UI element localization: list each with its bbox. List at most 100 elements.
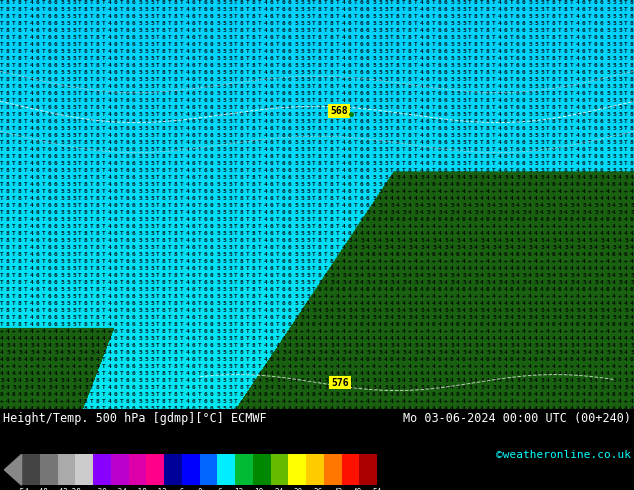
- Text: 5: 5: [348, 378, 352, 383]
- Text: 4: 4: [108, 161, 112, 166]
- Text: +: +: [48, 399, 52, 404]
- Text: 4: 4: [516, 266, 520, 270]
- Text: 4: 4: [588, 294, 592, 298]
- Text: 5: 5: [60, 0, 64, 4]
- Text: +: +: [426, 223, 430, 228]
- Text: 4: 4: [420, 406, 424, 411]
- Text: 4: 4: [576, 104, 580, 110]
- Text: 6: 6: [288, 182, 292, 187]
- Text: 5: 5: [306, 266, 310, 270]
- Text: 5: 5: [462, 34, 466, 40]
- Text: T: T: [156, 133, 160, 138]
- Text: 5: 5: [600, 378, 604, 383]
- Text: T: T: [90, 196, 94, 200]
- Text: 5: 5: [228, 119, 232, 123]
- Text: 6: 6: [360, 202, 364, 208]
- Text: 6: 6: [366, 125, 370, 130]
- Text: 5: 5: [300, 300, 304, 306]
- Text: T: T: [234, 76, 238, 81]
- Text: 4: 4: [516, 406, 520, 411]
- Text: T: T: [390, 55, 394, 61]
- Text: 5: 5: [66, 231, 70, 236]
- Text: 5: 5: [138, 153, 142, 159]
- Text: 6: 6: [486, 287, 490, 292]
- Text: T: T: [276, 210, 280, 215]
- Text: T: T: [102, 189, 106, 194]
- Text: T: T: [120, 49, 124, 53]
- Text: 4: 4: [72, 336, 76, 341]
- Text: 5: 5: [528, 153, 532, 159]
- Text: T: T: [510, 147, 514, 151]
- Text: 6: 6: [132, 49, 136, 53]
- Text: T: T: [276, 315, 280, 319]
- Text: 5: 5: [468, 238, 472, 243]
- Text: T: T: [198, 336, 202, 341]
- Text: 5: 5: [300, 63, 304, 68]
- Text: T: T: [198, 42, 202, 47]
- Text: 4: 4: [414, 329, 418, 334]
- Text: +: +: [312, 329, 316, 334]
- Text: 6: 6: [192, 27, 196, 32]
- Text: 4: 4: [264, 315, 268, 319]
- Text: 4: 4: [450, 245, 454, 249]
- Text: T: T: [0, 133, 4, 138]
- Text: 4: 4: [534, 308, 538, 313]
- Text: 5: 5: [342, 350, 346, 355]
- Text: 8: 8: [96, 49, 100, 53]
- Text: 5: 5: [510, 343, 514, 347]
- Text: 4: 4: [366, 336, 370, 341]
- Text: 5: 5: [528, 63, 532, 68]
- Text: 4: 4: [186, 140, 190, 145]
- Text: T: T: [90, 294, 94, 298]
- Text: 5: 5: [504, 385, 508, 390]
- Text: 8: 8: [474, 70, 478, 74]
- Text: T: T: [546, 147, 550, 151]
- Text: 4: 4: [354, 238, 358, 243]
- Text: 5: 5: [396, 385, 400, 390]
- Text: 4: 4: [474, 238, 478, 243]
- Text: 6: 6: [390, 217, 394, 221]
- Text: +: +: [540, 329, 544, 334]
- Text: 4: 4: [378, 238, 382, 243]
- Text: 4: 4: [342, 63, 346, 68]
- Text: 8: 8: [96, 266, 100, 270]
- Text: 8: 8: [396, 14, 400, 19]
- Text: T: T: [492, 104, 496, 110]
- Text: 4: 4: [72, 343, 76, 347]
- Text: 6: 6: [54, 14, 58, 19]
- Text: 5: 5: [612, 245, 616, 249]
- Text: T: T: [198, 161, 202, 166]
- Text: 6: 6: [204, 272, 208, 278]
- Text: 6: 6: [354, 357, 358, 362]
- Text: 8: 8: [330, 42, 334, 47]
- Text: 8: 8: [552, 42, 556, 47]
- Text: 4: 4: [420, 266, 424, 270]
- Text: 5: 5: [216, 308, 220, 313]
- Text: 5: 5: [618, 55, 622, 61]
- Text: 6: 6: [402, 287, 406, 292]
- Text: T: T: [234, 336, 238, 341]
- Text: 6: 6: [204, 399, 208, 404]
- Text: 8: 8: [174, 336, 178, 341]
- Text: +: +: [372, 399, 376, 404]
- Text: T: T: [198, 104, 202, 110]
- Text: 8: 8: [162, 217, 166, 221]
- Text: 4: 4: [390, 329, 394, 334]
- Text: T: T: [312, 0, 316, 4]
- Text: 4: 4: [444, 364, 448, 368]
- Text: +: +: [582, 223, 586, 228]
- Text: T: T: [468, 104, 472, 110]
- Text: 6: 6: [600, 153, 604, 159]
- Text: 8: 8: [318, 147, 322, 151]
- Text: 6: 6: [504, 34, 508, 40]
- Text: 8: 8: [6, 83, 10, 89]
- Text: +: +: [510, 294, 514, 298]
- Text: T: T: [354, 223, 358, 228]
- Text: 5: 5: [150, 321, 154, 327]
- Text: T: T: [558, 42, 562, 47]
- Text: 6: 6: [210, 174, 214, 179]
- Text: 4: 4: [480, 210, 484, 215]
- Text: T: T: [492, 6, 496, 11]
- Text: 4: 4: [360, 357, 364, 362]
- Text: 8: 8: [6, 266, 10, 270]
